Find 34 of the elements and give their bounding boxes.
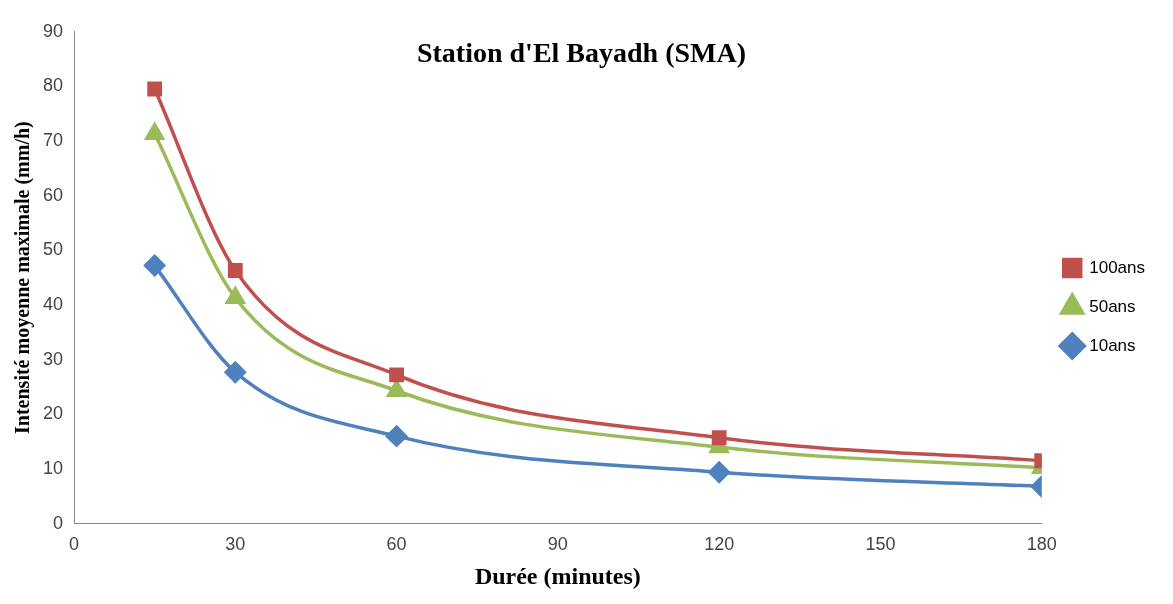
y-tick-label: 30 — [42, 348, 64, 369]
legend-label: 10ans — [1089, 335, 1136, 355]
point — [145, 123, 165, 141]
x-tick-label: 150 — [865, 534, 896, 555]
point — [227, 263, 243, 278]
point — [389, 367, 404, 383]
y-tick-label: 0 — [53, 512, 64, 533]
y-tick-label: 50 — [42, 239, 64, 260]
x-tick-label: 60 — [386, 534, 407, 555]
point — [385, 425, 408, 447]
y-tick-label: 70 — [42, 129, 64, 150]
y-tick-label: 90 — [42, 20, 64, 41]
point — [711, 430, 727, 446]
point — [147, 81, 163, 97]
point — [224, 361, 247, 383]
x-tick-label: 30 — [225, 534, 246, 555]
x-tick-label: 90 — [547, 534, 568, 555]
y-tick-label: 40 — [42, 293, 64, 314]
y-tick-label: 20 — [42, 403, 64, 424]
point — [143, 254, 166, 277]
y-tick-label: 60 — [42, 184, 64, 205]
x-tick-label: 120 — [704, 534, 735, 555]
chart-title: Station d'El Bayadh (SMA) — [416, 37, 747, 69]
x-axis-title: Durée (minutes) — [474, 562, 641, 589]
legend-label: 50ans — [1089, 296, 1136, 316]
y-tick-label: 10 — [42, 457, 64, 478]
y-axis-title: Intensité moyenne maximale (mm/h) — [11, 121, 35, 434]
y-tick-label: 80 — [42, 75, 64, 96]
legend-label: 100ans — [1089, 257, 1146, 277]
point — [708, 461, 730, 483]
x-tick-label: 0 — [69, 534, 80, 555]
point — [387, 380, 407, 398]
x-tick-label: 180 — [1026, 534, 1057, 555]
point — [225, 287, 245, 305]
